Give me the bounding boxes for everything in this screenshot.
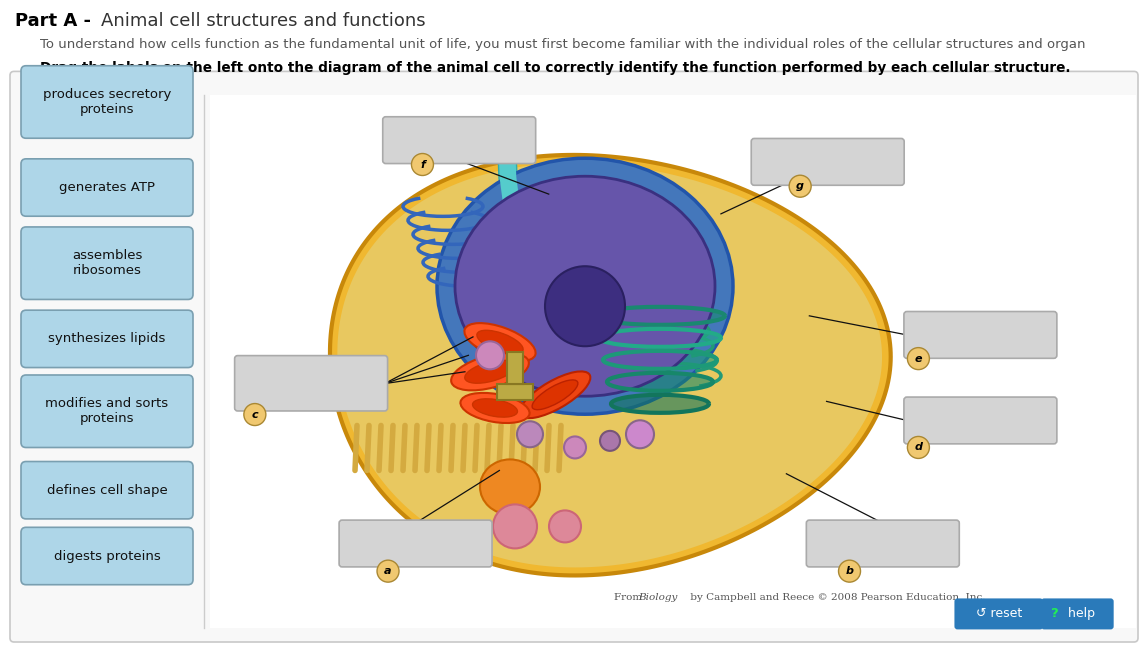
Text: g: g xyxy=(797,181,804,191)
Text: Drag the labels on the left onto the diagram of the animal cell to correctly ide: Drag the labels on the left onto the dia… xyxy=(40,61,1070,74)
Polygon shape xyxy=(329,155,891,576)
Ellipse shape xyxy=(473,399,518,417)
Text: ↺ reset: ↺ reset xyxy=(976,607,1022,620)
FancyBboxPatch shape xyxy=(21,375,193,447)
Ellipse shape xyxy=(611,395,709,413)
Circle shape xyxy=(789,175,812,197)
FancyBboxPatch shape xyxy=(21,527,193,585)
Ellipse shape xyxy=(595,307,726,325)
Circle shape xyxy=(600,431,620,451)
Text: a: a xyxy=(385,566,391,576)
FancyBboxPatch shape xyxy=(903,397,1057,444)
FancyBboxPatch shape xyxy=(234,355,388,411)
Text: Biology: Biology xyxy=(638,593,677,602)
Ellipse shape xyxy=(465,361,515,383)
Ellipse shape xyxy=(451,353,529,390)
FancyBboxPatch shape xyxy=(339,520,492,567)
Text: d: d xyxy=(915,442,922,453)
FancyBboxPatch shape xyxy=(21,461,193,519)
Ellipse shape xyxy=(545,266,625,346)
Circle shape xyxy=(907,347,930,370)
Circle shape xyxy=(517,421,543,447)
FancyBboxPatch shape xyxy=(751,138,905,186)
Circle shape xyxy=(411,153,434,176)
FancyBboxPatch shape xyxy=(806,520,960,567)
Text: ?: ? xyxy=(1050,607,1057,620)
Text: e: e xyxy=(915,353,922,364)
Text: b: b xyxy=(846,566,853,576)
Ellipse shape xyxy=(599,329,721,347)
Ellipse shape xyxy=(607,373,713,391)
Circle shape xyxy=(626,420,654,448)
FancyBboxPatch shape xyxy=(382,116,536,164)
Ellipse shape xyxy=(437,158,734,415)
Circle shape xyxy=(377,560,400,582)
Bar xyxy=(497,384,533,399)
FancyBboxPatch shape xyxy=(21,227,193,299)
Circle shape xyxy=(838,560,861,582)
Text: generates ATP: generates ATP xyxy=(59,181,155,194)
FancyBboxPatch shape xyxy=(954,598,1044,630)
Text: by Campbell and Reece © 2008 Pearson Education, Inc.: by Campbell and Reece © 2008 Pearson Edu… xyxy=(687,593,985,602)
Polygon shape xyxy=(338,163,882,567)
Bar xyxy=(210,95,1137,628)
Text: assembles
ribosomes: assembles ribosomes xyxy=(72,249,142,277)
Ellipse shape xyxy=(460,393,529,423)
FancyBboxPatch shape xyxy=(21,310,193,368)
Text: help: help xyxy=(1064,607,1095,620)
FancyBboxPatch shape xyxy=(903,311,1057,359)
Text: From: From xyxy=(614,593,645,602)
Ellipse shape xyxy=(465,323,536,361)
Text: f: f xyxy=(420,159,425,170)
Ellipse shape xyxy=(455,176,715,396)
Ellipse shape xyxy=(532,380,577,410)
Text: c: c xyxy=(251,409,258,420)
FancyBboxPatch shape xyxy=(1041,598,1114,630)
Text: modifies and sorts
proteins: modifies and sorts proteins xyxy=(46,397,169,425)
Ellipse shape xyxy=(520,371,590,418)
Ellipse shape xyxy=(480,459,540,515)
Text: Animal cell structures and functions: Animal cell structures and functions xyxy=(101,12,426,30)
Text: produces secretory
proteins: produces secretory proteins xyxy=(42,88,171,116)
FancyBboxPatch shape xyxy=(21,159,193,216)
Text: defines cell shape: defines cell shape xyxy=(47,484,168,497)
Circle shape xyxy=(492,505,537,548)
Circle shape xyxy=(549,511,581,542)
Text: To understand how cells function as the fundamental unit of life, you must first: To understand how cells function as the … xyxy=(40,38,1086,51)
Circle shape xyxy=(564,436,585,459)
Bar xyxy=(507,351,523,384)
Circle shape xyxy=(476,342,504,369)
Text: digests proteins: digests proteins xyxy=(54,549,161,563)
Circle shape xyxy=(907,436,930,459)
Ellipse shape xyxy=(476,330,523,354)
Circle shape xyxy=(243,403,266,426)
Text: synthesizes lipids: synthesizes lipids xyxy=(48,332,165,345)
Text: Part A -: Part A - xyxy=(15,12,98,30)
Ellipse shape xyxy=(603,351,718,369)
FancyBboxPatch shape xyxy=(21,66,193,138)
FancyBboxPatch shape xyxy=(10,72,1138,642)
